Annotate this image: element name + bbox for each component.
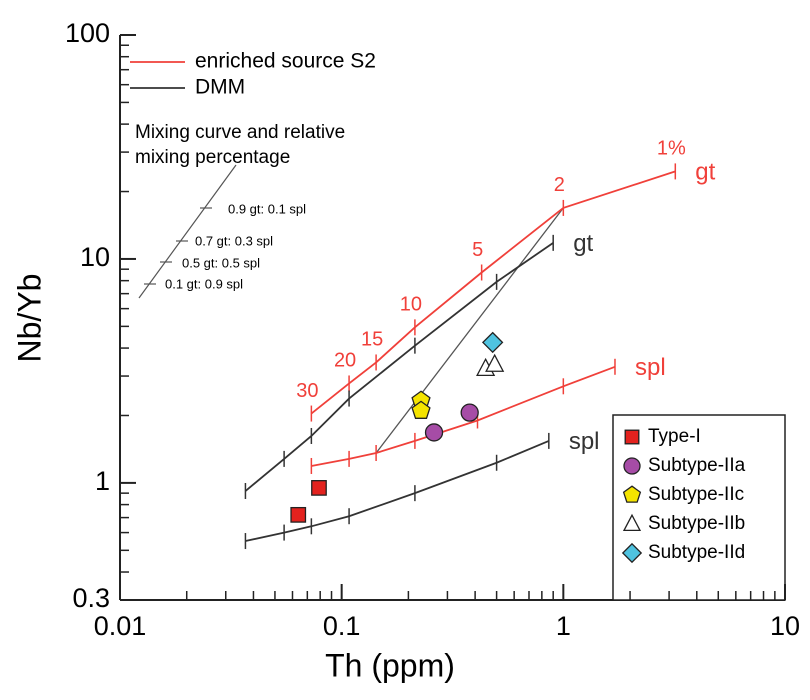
- curve-end-label: gt: [573, 230, 593, 257]
- x-tick-label: 0.01: [94, 611, 147, 641]
- percent-label: 1%: [657, 138, 686, 160]
- legend-label: Type-I: [648, 426, 701, 447]
- y-tick-label: 1: [95, 466, 110, 496]
- mixing-note: Mixing curve and relative: [135, 122, 345, 143]
- marker: [485, 353, 505, 372]
- marker: [481, 331, 504, 354]
- model-curve: [310, 170, 676, 415]
- percent-label: 20: [334, 350, 356, 372]
- x-tick-label: 0.1: [323, 611, 361, 641]
- mixing-schematic-line: [138, 164, 237, 299]
- curve-end-label: gt: [695, 159, 715, 186]
- y-axis-title: Nb/Yb: [11, 274, 47, 363]
- mixing-label: 0.5 gt: 0.5 spl: [182, 255, 260, 270]
- legend-marker: [622, 513, 642, 532]
- y-tick-label: 0.3: [72, 583, 110, 613]
- marker: [460, 403, 479, 422]
- legend-label: Subtype-IIb: [648, 513, 745, 534]
- legend-label: Subtype-IIa: [648, 455, 746, 476]
- model-curve: [244, 242, 554, 492]
- model-curve: [245, 440, 550, 542]
- legend-label: Subtype-IId: [648, 542, 745, 563]
- marker: [411, 400, 431, 419]
- mixing-note: mixing percentage: [135, 147, 290, 168]
- x-axis-title: Th (ppm): [325, 647, 455, 683]
- curve-end-label: spl: [569, 428, 600, 455]
- legend-marker: [622, 485, 642, 503]
- marker: [424, 423, 444, 442]
- mixing-label: 0.9 gt: 0.1 spl: [228, 201, 306, 216]
- x-tick-label: 10: [770, 611, 800, 641]
- marker: [311, 480, 327, 496]
- legend-label: enriched source S2: [195, 50, 376, 73]
- mixing-label: 0.1 gt: 0.9 spl: [165, 276, 243, 291]
- marker-legend-box: [612, 414, 786, 601]
- marker: [290, 506, 307, 523]
- percent-label: 15: [361, 329, 383, 351]
- legend-marker: [624, 429, 640, 445]
- percent-label: 5: [472, 239, 483, 261]
- x-tick-label: 1: [556, 611, 571, 641]
- curve-end-label: spl: [635, 354, 666, 381]
- percent-label: 10: [400, 294, 422, 316]
- percent-label: 2: [554, 174, 565, 196]
- mixing-schematic: [138, 164, 237, 299]
- mixing-line: [375, 207, 564, 454]
- y-tick-label: 10: [80, 242, 110, 272]
- y-tick-label: 100: [65, 18, 110, 48]
- legend-label: Subtype-IIc: [648, 484, 744, 505]
- percent-label: 30: [296, 380, 318, 402]
- legend-marker: [621, 542, 643, 564]
- legend-marker: [623, 457, 641, 475]
- mixing-label: 0.7 gt: 0.3 spl: [195, 233, 273, 248]
- legend-label: DMM: [195, 76, 245, 99]
